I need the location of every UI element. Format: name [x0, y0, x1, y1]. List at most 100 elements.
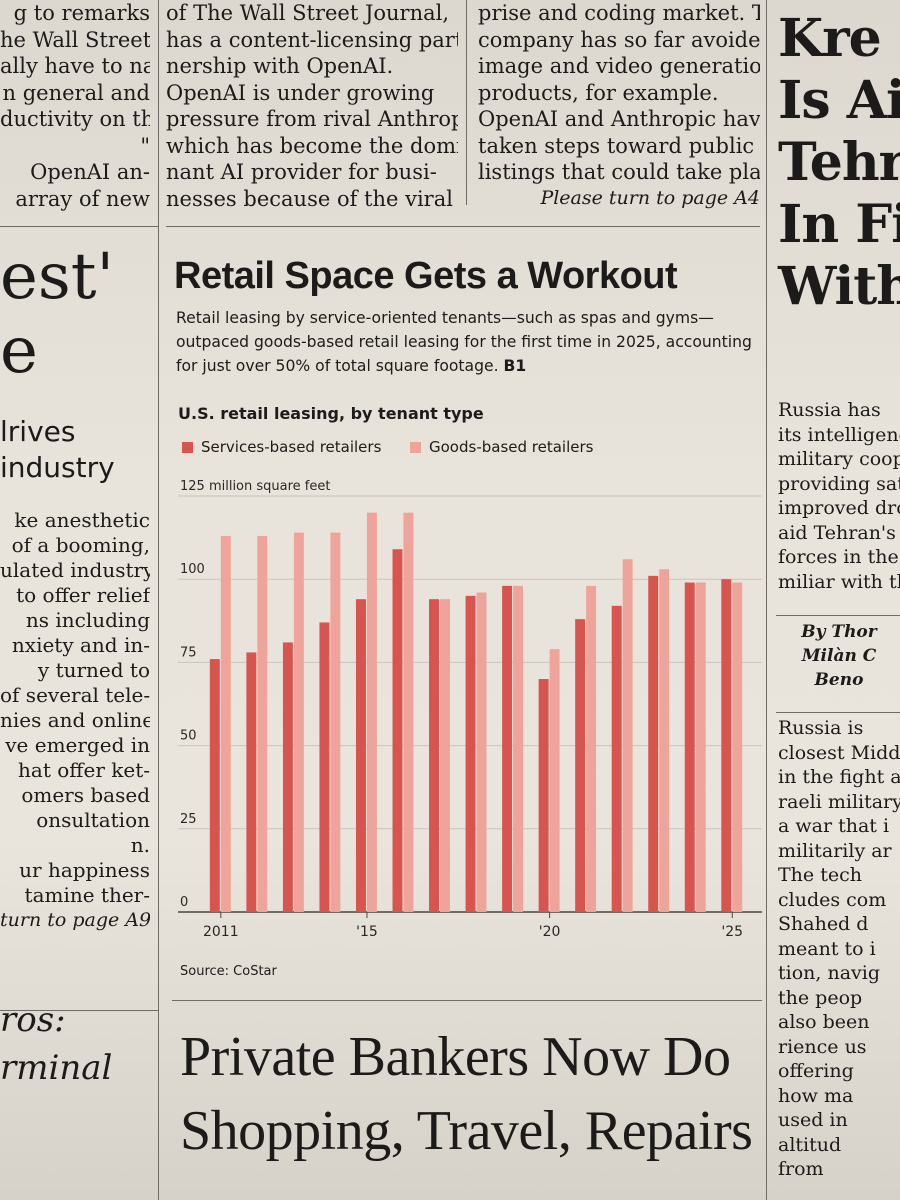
text-line: n general and — [2, 80, 150, 105]
left-article: est' e lrives industry ke anesthetic of a b… — [0, 240, 150, 1092]
bar-goods-2017 — [440, 599, 450, 912]
bar-goods-2014 — [330, 532, 341, 912]
top-right-jump: Please turn to page A4 — [540, 186, 760, 209]
text-line: ductivity on the — [0, 107, 150, 131]
text-line: ally have to nail — [0, 54, 150, 78]
text-line: Shahed d — [778, 913, 869, 935]
text-line: meant to i — [778, 937, 876, 960]
text-line: forces in the r — [778, 546, 900, 568]
chart-deck: Retail leasing by service-oriented tenan… — [176, 306, 756, 378]
text-line: which has become the domi- — [166, 133, 458, 158]
text-line: g to remarks — [13, 1, 150, 25]
text-line: of several tele- — [0, 683, 150, 707]
chart-top-rule — [166, 226, 760, 227]
chart-deck-text: Retail leasing by service-oriented tenan… — [176, 309, 752, 375]
byline-line: Milàn C — [801, 646, 877, 666]
left-bottom-headline: ros: rminal — [0, 996, 150, 1092]
legend-services-swatch — [182, 441, 193, 453]
text-line: its intelligenc — [778, 423, 900, 446]
text-line: nership with OpenAI. — [166, 54, 394, 78]
right-byline: By Thor Milàn C Beno — [778, 620, 900, 692]
bar-goods-2013 — [293, 532, 304, 912]
text-line: taken steps toward public — [478, 133, 755, 158]
bar-services-2012 — [246, 652, 257, 912]
chart-panel: Retail Space Gets a Workout Retail leasi… — [168, 248, 762, 988]
text-line: miliar with th — [778, 570, 900, 593]
bar-services-2019 — [502, 585, 513, 912]
bar-services-2024 — [684, 582, 695, 912]
text-line: ulated industry — [0, 558, 150, 582]
legend-services: Services-based retailers — [182, 438, 381, 456]
left-headline-line: est' — [0, 240, 115, 314]
bar-goods-2022 — [622, 559, 633, 912]
text-line: military cooper — [778, 448, 900, 470]
bar-services-2020 — [538, 679, 549, 912]
column-divider-left — [158, 0, 159, 1200]
bottom-headline-line: Private Bankers Now Do — [180, 1026, 731, 1088]
legend-services-label: Services-based retailers — [201, 438, 382, 456]
bar-services-2014 — [319, 622, 330, 912]
text-line: also been — [778, 1011, 870, 1033]
text-line: rience us — [778, 1035, 867, 1058]
text-line: y turned to — [37, 658, 150, 682]
chart-subtitle: U.S. retail leasing, by tenant type — [178, 404, 484, 423]
y-tick-label: 75 — [180, 645, 197, 660]
text-line: of a booming, — [11, 533, 150, 557]
text-line: how ma — [778, 1084, 854, 1107]
column-divider-right — [766, 0, 767, 1200]
bar-services-2021 — [575, 619, 586, 912]
bar-services-2013 — [282, 642, 293, 912]
left-section-rule — [0, 226, 158, 227]
text-line: Russia is — [778, 717, 864, 739]
text-line: Russia has — [778, 399, 881, 421]
bar-services-2017 — [429, 599, 440, 912]
text-line: has a content-licensing part- — [166, 27, 458, 52]
text-line: militarily ar — [778, 839, 892, 862]
left-headline: est' e — [0, 240, 150, 388]
right-headline-line: With — [778, 256, 900, 317]
bar-services-2011 — [209, 659, 220, 912]
bar-goods-2011 — [220, 535, 231, 912]
top-middle-column: of The Wall Street Journal, has a content… — [166, 0, 458, 212]
y-tick-label: 100 — [180, 562, 205, 577]
bar-services-2022 — [611, 605, 622, 912]
text-line: hat offer ket- — [18, 758, 150, 782]
x-tick-label: 2011 — [203, 924, 239, 940]
bar-goods-2015 — [366, 512, 377, 912]
x-tick-label: '25 — [721, 924, 743, 940]
text-line: nies and online — [0, 708, 150, 732]
left-jump: turn to page A9 — [0, 909, 150, 931]
bar-services-2025 — [721, 579, 732, 912]
text-line: OpenAI an- — [30, 160, 150, 184]
text-line: omers based — [21, 783, 150, 807]
bottom-headline: Private Bankers Now Do Shopping, Travel, … — [180, 1020, 800, 1168]
y-tick-label: 0 — [180, 895, 188, 910]
bar-goods-2020 — [549, 649, 560, 912]
text-line: to offer relief — [16, 583, 150, 607]
left-bottom-rule — [0, 1010, 158, 1011]
text-line: prise and coding market. The — [478, 1, 760, 25]
bar-goods-2025 — [732, 582, 743, 912]
text-line: array of new — [15, 186, 150, 211]
bar-services-2016 — [392, 549, 403, 912]
left-bottom-line: ros: — [0, 999, 66, 1040]
right-body-continued: Russia is closest Midd in the fight a raeli… — [778, 716, 900, 1182]
text-line: from — [778, 1158, 824, 1180]
bar-goods-2023 — [659, 569, 670, 912]
text-line: ns including — [25, 608, 150, 632]
text-line: nant AI provider for busi- — [166, 160, 437, 184]
top-left-column: g to remarks he Wall Street ally have to n… — [0, 0, 150, 212]
text-line: closest Midd — [778, 741, 900, 764]
bar-services-2018 — [465, 595, 476, 912]
text-line: products, for example. — [478, 80, 719, 105]
text-line: OpenAI is under growing — [166, 80, 435, 105]
y-tick-label: 25 — [180, 812, 197, 827]
left-headline-line: e — [0, 314, 38, 388]
text-line: tamine ther- — [24, 883, 150, 907]
column-divider-top — [466, 0, 467, 205]
x-tick-label: '20 — [539, 924, 561, 940]
left-bottom-line: rminal — [0, 1047, 113, 1088]
byline-line: By Thor — [801, 622, 877, 642]
